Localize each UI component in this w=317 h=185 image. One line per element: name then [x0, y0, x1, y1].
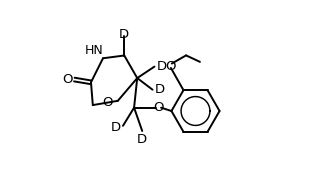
- Text: HN: HN: [85, 44, 103, 57]
- Text: D: D: [154, 83, 165, 96]
- Text: D: D: [137, 133, 147, 146]
- Text: O: O: [62, 73, 73, 86]
- Text: O: O: [166, 60, 176, 73]
- Text: O: O: [153, 101, 164, 114]
- Text: D: D: [119, 28, 129, 41]
- Text: D: D: [111, 121, 121, 134]
- Text: O: O: [103, 96, 113, 109]
- Text: D: D: [156, 60, 166, 73]
